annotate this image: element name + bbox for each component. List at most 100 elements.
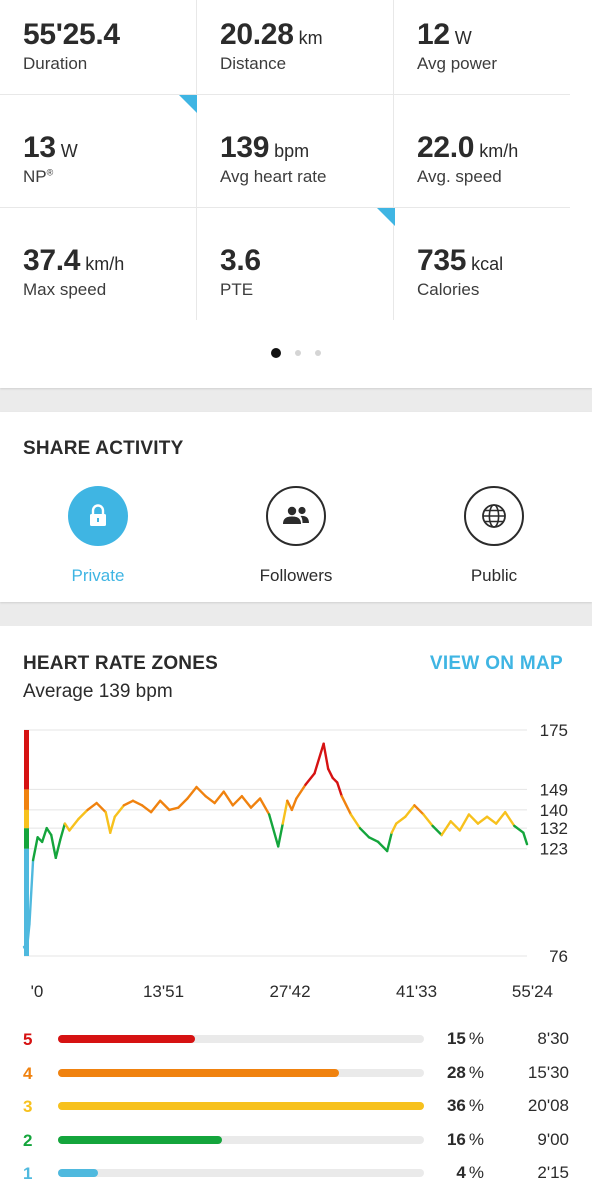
- heart-rate-segment: [249, 797, 262, 809]
- heart-rate-segment: [204, 795, 216, 805]
- heart-rate-segment: [322, 742, 330, 771]
- heart-rate-zones-card: HEART RATE ZONES VIEW ON MAP Average 139…: [0, 626, 592, 1200]
- heart-rate-segment: [431, 824, 443, 837]
- heart-rate-segment: [168, 806, 180, 812]
- stat-value: 735: [417, 244, 467, 277]
- summary-stats-card[interactable]: 55'25.4 Duration 20.28 km Distance 12 W Av…: [0, 0, 592, 388]
- zone-percent-value: 4: [456, 1163, 466, 1182]
- zone-percent-unit: %: [468, 1029, 484, 1048]
- heart-rate-segment: [281, 799, 289, 825]
- y-tick-label: 123: [540, 840, 568, 859]
- heart-rate-segment: [222, 790, 235, 807]
- stat-np: 13 W NP®: [23, 113, 198, 225]
- zone-progress-fill: [58, 1035, 196, 1043]
- zone-progress-fill: [58, 1068, 340, 1077]
- heart-rate-segment: [28, 858, 35, 926]
- x-tick-label: 41'33: [396, 982, 437, 1001]
- heart-rate-zones-title: HEART RATE ZONES: [23, 653, 218, 674]
- zone-progress-fill: [58, 1169, 99, 1177]
- heart-rate-segment: [494, 810, 507, 825]
- stat-unit: km/h: [85, 254, 125, 274]
- zone-time: 9'00: [537, 1129, 569, 1149]
- stat-label: PTE: [220, 280, 254, 299]
- stat-unit: kcal: [471, 254, 504, 274]
- zone-percent-value: 15: [446, 1029, 466, 1048]
- zone-color-bar: [24, 730, 29, 956]
- heart-rate-segment: [404, 804, 416, 818]
- heart-rate-segment: [313, 742, 325, 775]
- heart-rate-segment: [476, 815, 489, 825]
- heart-rate-segment: [467, 813, 480, 825]
- heart-rate-segment: [258, 797, 271, 816]
- stat-label: Avg power: [417, 54, 498, 73]
- stat-avg-heart-rate: 139 bpm Avg heart rate: [220, 113, 395, 225]
- stat-duration: 55'25.4 Duration: [23, 0, 198, 112]
- page-dot-1[interactable]: [271, 348, 281, 358]
- page-dot-3[interactable]: [315, 350, 321, 356]
- stat-value: 55'25.4: [23, 18, 120, 51]
- share-followers-button[interactable]: Followers: [216, 486, 376, 586]
- heart-rate-line: [22, 742, 529, 953]
- zone-percent-unit: %: [468, 1096, 484, 1115]
- heart-rate-segment: [413, 804, 425, 816]
- heart-rate-segment: [213, 790, 225, 805]
- heart-rate-segment: [485, 815, 498, 825]
- stat-value: 13: [23, 131, 56, 164]
- public-option-circle[interactable]: [464, 486, 524, 546]
- heart-rate-segment: [349, 813, 362, 830]
- page-dot-2[interactable]: [295, 350, 301, 356]
- zone-number: 2: [23, 1130, 33, 1150]
- zone-time: 20'08: [527, 1096, 569, 1115]
- heart-rate-segment: [113, 804, 126, 818]
- x-tick-label: 27'42: [269, 982, 310, 1001]
- stat-avg-power: 12 W Avg power: [417, 0, 592, 112]
- x-tick-labels: '0 13'51 27'42 41'33 55'24: [31, 982, 553, 1001]
- zone-number: 1: [23, 1164, 33, 1183]
- heart-rate-segment: [158, 799, 171, 812]
- share-private-button[interactable]: Private: [18, 486, 178, 586]
- stat-value: 20.28: [220, 18, 294, 51]
- stat-unit: W: [60, 141, 78, 161]
- chart-grid: [24, 729, 527, 957]
- zone-progress-track: [58, 1102, 424, 1110]
- y-tick-label: 140: [540, 801, 568, 820]
- divider: [196, 0, 197, 320]
- heart-rate-segment: [63, 822, 71, 832]
- stat-unit: bpm: [274, 141, 310, 161]
- heart-rate-segment: [504, 810, 516, 828]
- heart-rate-segment: [358, 826, 371, 839]
- zone-percent-unit: %: [468, 1163, 484, 1182]
- heart-rate-segment: [449, 820, 462, 832]
- heart-rate-segment: [513, 824, 525, 834]
- heart-rate-segment: [140, 804, 153, 814]
- y-tick-label: 175: [540, 722, 568, 740]
- zone-progress-fill: [58, 1135, 222, 1144]
- heart-rate-segment: [290, 797, 298, 812]
- heart-rate-segment: [149, 799, 162, 814]
- heart-rate-segment: [458, 813, 471, 832]
- share-public-button[interactable]: Public: [414, 486, 574, 586]
- stat-label: Max speed: [23, 280, 107, 299]
- private-option-circle[interactable]: [68, 486, 128, 546]
- stat-distance: 20.28 km Distance: [220, 0, 395, 112]
- stat-unit: km/h: [479, 141, 519, 161]
- heart-rate-segment: [326, 767, 334, 780]
- page-indicator[interactable]: [0, 348, 592, 358]
- stat-value: 37.4: [23, 244, 81, 277]
- heart-rate-segment: [40, 826, 48, 844]
- view-on-map-link[interactable]: VIEW ON MAP: [429, 653, 563, 674]
- share-option-label: Public: [470, 566, 518, 585]
- zone-percent-value: 36: [446, 1096, 466, 1115]
- share-activity-title: SHARE ACTIVITY: [23, 438, 184, 459]
- heart-rate-segment: [86, 801, 98, 812]
- zone-progress-track: [58, 1035, 424, 1043]
- heart-rate-segment: [522, 831, 529, 846]
- zone-percent: 4%: [456, 1163, 484, 1183]
- zone-progress-track: [58, 1068, 424, 1077]
- heart-rate-segment: [31, 836, 39, 862]
- followers-option-circle[interactable]: [266, 486, 326, 546]
- heart-rate-segment: [440, 820, 452, 837]
- divider: [393, 0, 394, 320]
